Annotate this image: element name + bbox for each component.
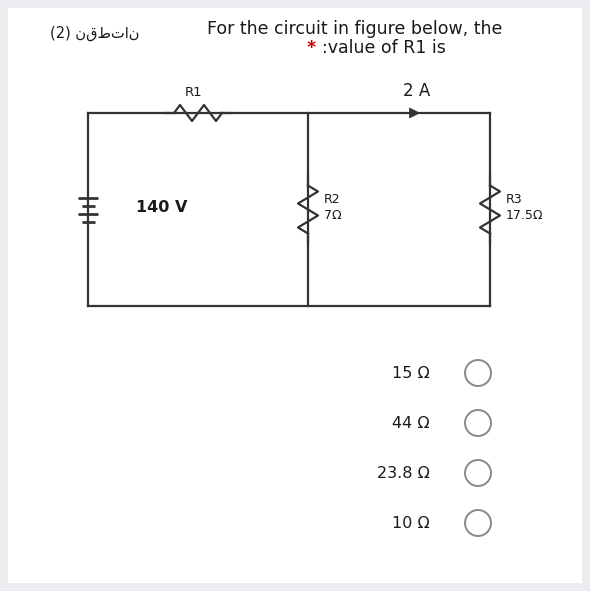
Text: :value of R1 is: :value of R1 is xyxy=(322,39,446,57)
Text: 15 Ω: 15 Ω xyxy=(392,365,430,381)
Text: R2: R2 xyxy=(324,193,340,206)
Text: For the circuit in figure below, the: For the circuit in figure below, the xyxy=(207,20,503,38)
Text: (2) نقطتان: (2) نقطتان xyxy=(50,25,140,41)
Text: 140 V: 140 V xyxy=(136,200,188,215)
FancyBboxPatch shape xyxy=(8,8,582,583)
Text: 17.5Ω: 17.5Ω xyxy=(506,209,543,222)
Text: R3: R3 xyxy=(506,193,523,206)
Text: R1: R1 xyxy=(185,86,203,99)
Text: 44 Ω: 44 Ω xyxy=(392,415,430,430)
Text: 2 A: 2 A xyxy=(404,82,431,100)
Text: 23.8 Ω: 23.8 Ω xyxy=(377,466,430,480)
Text: 7Ω: 7Ω xyxy=(324,209,342,222)
Text: 10 Ω: 10 Ω xyxy=(392,515,430,531)
Text: *: * xyxy=(307,39,322,57)
